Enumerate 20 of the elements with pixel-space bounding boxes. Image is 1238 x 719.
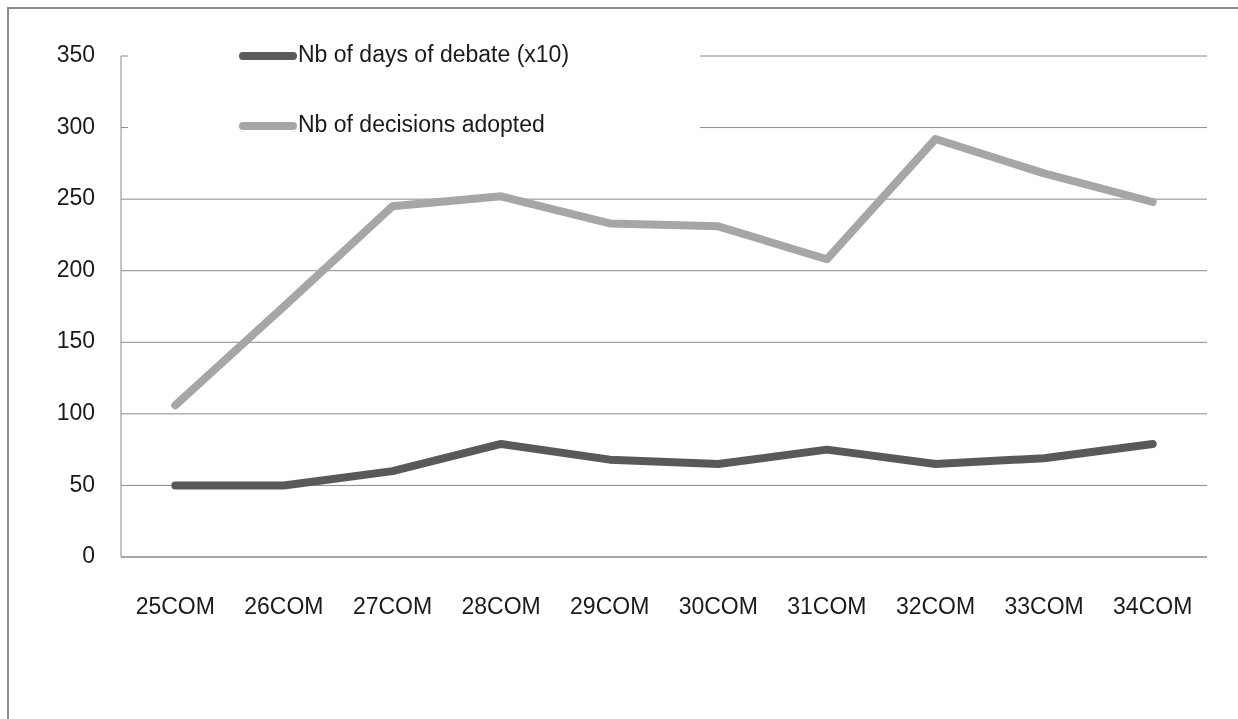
x-tick-label: 29COM <box>570 593 650 620</box>
legend-label: Nb of days of debate (x10) <box>298 41 570 68</box>
y-tick-label: 50 <box>69 470 95 497</box>
y-tick-label: 150 <box>56 327 95 354</box>
x-tick-label: 26COM <box>244 593 324 620</box>
y-tick-label: 250 <box>56 184 95 211</box>
x-tick-label: 27COM <box>352 593 433 620</box>
x-tick-label: 31COM <box>787 593 867 620</box>
y-tick-label: 200 <box>56 255 95 282</box>
y-tick-label: 0 <box>82 542 95 569</box>
x-tick-label: 34COM <box>1113 593 1193 620</box>
x-tick-label: 32COM <box>895 593 976 620</box>
x-tick-label: 28COM <box>461 593 541 620</box>
y-tick-label: 350 <box>56 41 95 68</box>
y-tick-label: 300 <box>56 112 95 139</box>
legend-label: Nb of decisions adopted <box>298 111 545 138</box>
x-tick-label: 25COM <box>135 593 215 620</box>
x-tick-label: 33COM <box>1004 593 1084 620</box>
x-tick-label: 30COM <box>678 593 758 620</box>
y-tick-label: 100 <box>56 398 95 425</box>
